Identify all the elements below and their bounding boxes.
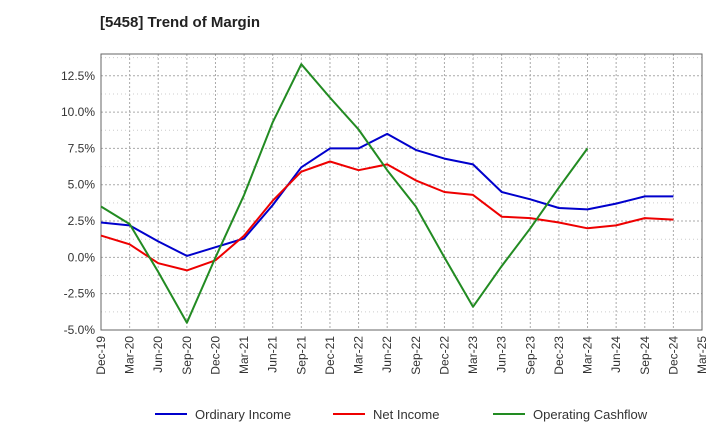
legend-swatch <box>333 413 365 415</box>
x-tick-label: Sep-21 <box>294 336 308 375</box>
series-line-ordinary-income <box>100 132 674 257</box>
x-tick-label: Sep-20 <box>180 336 194 375</box>
legend-item: Operating Cashflow <box>493 402 647 426</box>
y-tick-label: 12.5% <box>61 69 95 83</box>
x-tick-label: Jun-20 <box>151 336 165 373</box>
plot-border <box>100 53 703 331</box>
y-tick-label: 0.0% <box>68 250 96 264</box>
plot-area <box>101 54 702 330</box>
chart-title: [5458] Trend of Margin <box>100 14 261 31</box>
x-tick-label: Mar-21 <box>237 336 251 374</box>
legend-item: Net Income <box>333 402 439 426</box>
x-tick-label: Dec-24 <box>666 336 680 375</box>
y-tick-label: 10.0% <box>61 105 95 119</box>
legend-label: Net Income <box>373 406 440 422</box>
legend-swatch <box>493 413 525 415</box>
x-tick-label: Mar-23 <box>466 336 480 374</box>
x-tick-label: Mar-22 <box>352 336 366 374</box>
x-tick-label: Mar-24 <box>581 336 595 374</box>
x-tick-label: Dec-21 <box>323 336 337 375</box>
x-tick-label: Jun-24 <box>609 336 623 373</box>
x-tick-label: Jun-21 <box>266 336 280 373</box>
x-tick-label: Dec-23 <box>552 336 566 375</box>
y-tick-label: -5.0% <box>64 323 96 337</box>
y-tick-label: 7.5% <box>68 141 96 155</box>
x-tick-label: Sep-22 <box>409 336 423 375</box>
x-tick-label: Jun-22 <box>380 336 394 373</box>
series-line-net-income <box>100 160 674 272</box>
legend: Ordinary Income Net Income Operating Cashf… <box>0 402 720 426</box>
x-tick-label: Mar-25 <box>695 336 709 374</box>
x-tick-label: Sep-24 <box>638 336 652 375</box>
x-tick-label: Dec-19 <box>94 336 108 375</box>
legend-swatch <box>155 413 187 415</box>
x-tick-label: Dec-22 <box>437 336 451 375</box>
y-tick-label: 5.0% <box>68 178 96 192</box>
y-tick-label: 2.5% <box>68 214 96 228</box>
legend-label: Ordinary Income <box>195 406 292 422</box>
series-line-operating-cashflow <box>100 63 589 324</box>
y-tick-label: -2.5% <box>64 287 96 301</box>
x-tick-label: Dec-20 <box>208 336 222 375</box>
x-tick-label: Mar-20 <box>123 336 137 374</box>
x-tick-label: Jun-23 <box>495 336 509 373</box>
legend-label: Operating Cashflow <box>533 406 648 422</box>
x-tick-label: Sep-23 <box>523 336 537 375</box>
legend-item: Ordinary Income <box>155 402 291 426</box>
